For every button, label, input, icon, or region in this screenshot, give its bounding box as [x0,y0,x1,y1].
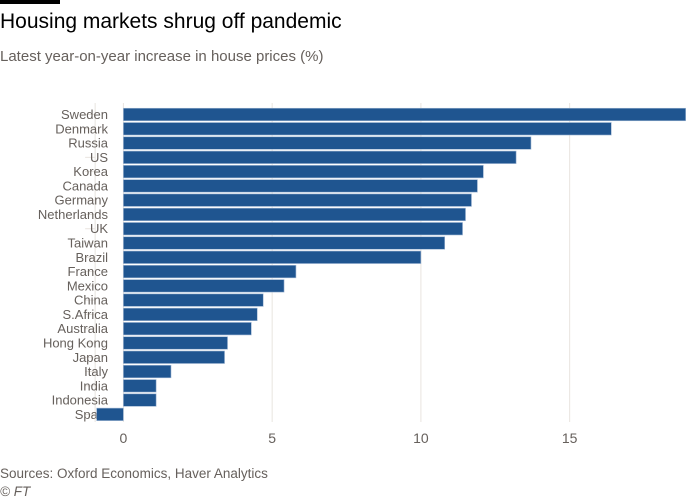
category-label: UK [90,221,108,236]
bar-us [123,150,517,164]
category-label: China [74,293,109,308]
bar-india [123,379,157,393]
bar-s-africa [123,307,258,321]
bar-spain [96,407,124,421]
x-tick-label: 10 [413,430,429,446]
category-label: Korea [73,164,108,179]
chart-title: Housing markets shrug off pandemic [0,10,342,33]
category-label: Indonesia [52,393,109,408]
bar-taiwan [123,236,445,250]
category-label: Taiwan [68,236,108,251]
category-label: Russia [68,136,109,151]
category-label: India [80,378,109,393]
bar-netherlands [123,207,466,222]
brand-bar [0,0,60,4]
bar-australia [123,322,252,336]
bar-japan [123,350,225,364]
category-label: US [90,150,108,165]
x-tick-label: 5 [268,430,276,446]
bar-sweden [123,107,686,122]
category-label: Germany [55,193,109,208]
bar-germany [123,193,472,207]
bar-hong-kong [123,336,228,350]
bar-indonesia [123,393,157,407]
credit: © FT [0,484,31,499]
category-label: Denmark [55,121,108,136]
bar-france [123,265,297,279]
category-label: France [68,264,108,279]
bar-uk [123,222,463,236]
x-tick-label: 15 [562,430,578,446]
category-label: Sweden [61,107,108,122]
category-label: Mexico [67,278,108,293]
bar-korea [123,165,484,179]
category-label: Canada [62,178,108,193]
category-label: Brazil [75,250,108,265]
bar-brazil [123,250,422,264]
bar-italy [123,364,172,379]
category-label: Japan [73,350,108,365]
bar-canada [123,179,478,193]
bar-denmark [123,122,612,136]
x-tick-label: 0 [120,430,128,446]
chart-subtitle: Latest year-on-year increase in house pr… [0,48,324,65]
bar-mexico [123,279,285,293]
category-label: Netherlands [38,207,109,222]
source-note: Sources: Oxford Economics, Haver Analyti… [0,466,268,481]
bar-chart: 0 5 10 15 SwedenDenmarkRussiaUSKoreaCanadaGe… [38,103,686,446]
bar-china [123,293,264,307]
category-label: Italy [84,364,108,379]
category-label: Australia [57,321,108,336]
category-label: S.Africa [62,307,108,322]
bar-russia [123,136,532,150]
category-label: Hong Kong [43,335,108,350]
